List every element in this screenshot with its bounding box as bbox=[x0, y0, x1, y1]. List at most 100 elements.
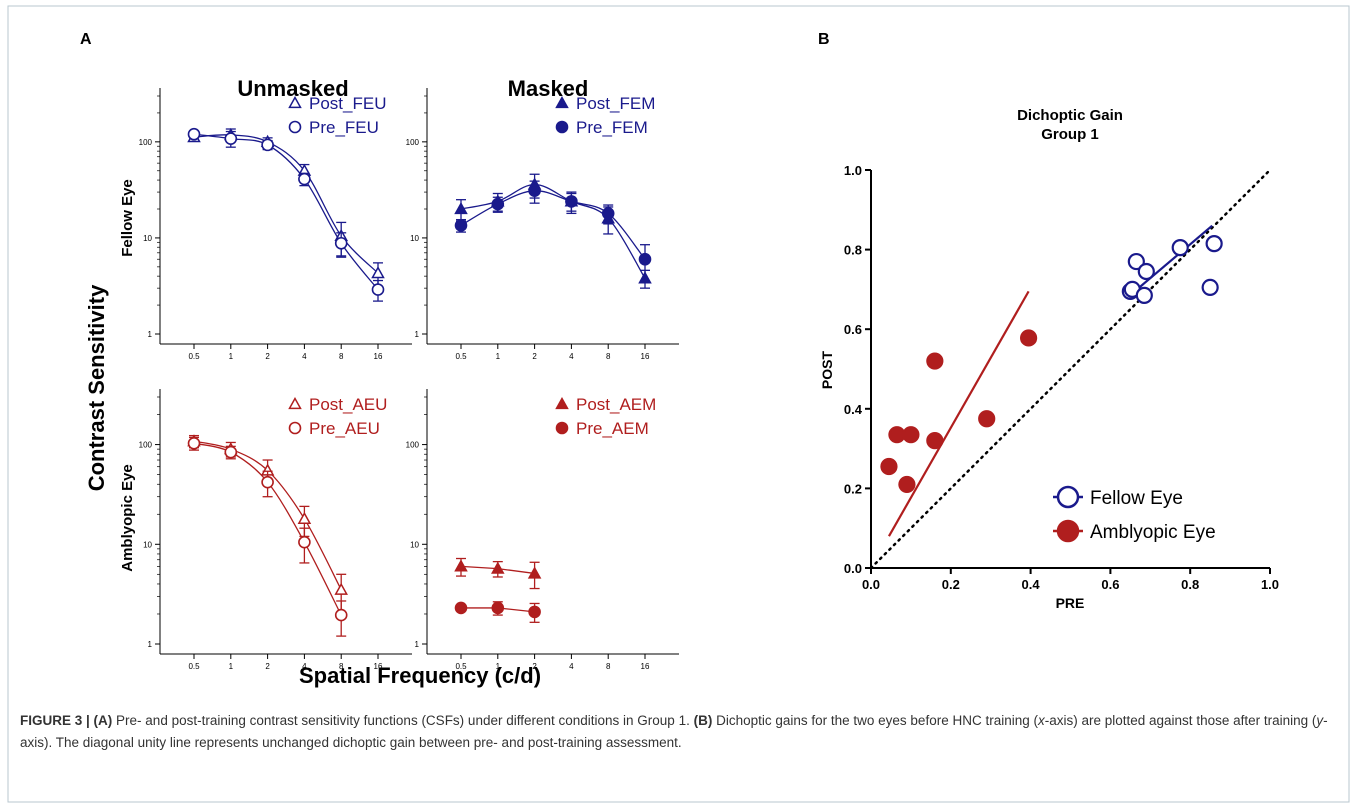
x-tick-label: 16 bbox=[374, 352, 383, 361]
data-point-Pre_AEU bbox=[261, 475, 274, 489]
scatter-point-amblyopic-eye bbox=[1020, 329, 1038, 347]
legend-marker-Post_AEM bbox=[555, 396, 569, 410]
figure-caption: FIGURE 3 | (A) Pre- and post-training co… bbox=[20, 710, 1337, 754]
legend-label-Pre_FEM: Pre_FEM bbox=[576, 118, 648, 137]
data-point-Pre_FEM bbox=[638, 252, 652, 266]
scatter-point-amblyopic-eye bbox=[902, 426, 920, 444]
scatter-title-line1: Dichoptic Gain bbox=[1017, 107, 1123, 124]
legend-label-Post_AEM: Post_AEM bbox=[576, 395, 656, 414]
legend-marker-Pre_AEU bbox=[288, 421, 302, 435]
data-point-Pre_FEM bbox=[491, 197, 505, 211]
data-point-Pre_FEU bbox=[334, 236, 348, 250]
legend-marker-Pre_FEU bbox=[288, 120, 302, 134]
data-point-Pre_FEU bbox=[298, 172, 311, 186]
x-tick-label: 1 bbox=[229, 662, 234, 671]
scatter-y-tick-label: 0.8 bbox=[844, 243, 862, 258]
scatter-point-amblyopic-eye bbox=[888, 426, 906, 444]
caption-b-label: (B) bbox=[693, 713, 713, 728]
y-tick-label: 100 bbox=[139, 441, 153, 450]
y-tick-label: 100 bbox=[406, 441, 420, 450]
x-tick-label: 4 bbox=[569, 352, 574, 361]
caption-a-label: (A) bbox=[93, 713, 113, 728]
scatter-legend-label: Fellow Eye bbox=[1090, 488, 1183, 509]
scatter-legend-label: Amblyopic Eye bbox=[1090, 522, 1216, 543]
caption-a-text: Pre- and post-training contrast sensitiv… bbox=[112, 713, 694, 728]
y-tick-label: 1 bbox=[148, 330, 153, 339]
row-label-fellow-eye: Fellow Eye bbox=[119, 179, 136, 257]
x-tick-label: 1 bbox=[229, 352, 234, 361]
x-tick-label: 8 bbox=[339, 352, 344, 361]
data-point-Pre_FEU bbox=[371, 283, 385, 296]
x-tick-label: 16 bbox=[641, 352, 650, 361]
row-label-amblyopic-eye: Amblyopic Eye bbox=[119, 464, 136, 572]
figure-border bbox=[7, 5, 1350, 803]
x-tick-label: 1 bbox=[496, 352, 501, 361]
y-tick-label: 1 bbox=[148, 640, 153, 649]
legend-label-Pre_AEM: Pre_AEM bbox=[576, 419, 649, 438]
y-tick-label: 100 bbox=[139, 138, 153, 147]
data-point-Post_AEU bbox=[297, 511, 312, 524]
csf-plot-amblyopic-masked: 1 10 100 0.5 1 2 4 8 16 Post_AEM Pre_AEM bbox=[406, 389, 679, 671]
data-point-Pre_FEM bbox=[454, 219, 468, 232]
data-point-Pre_AEM bbox=[528, 605, 541, 619]
y-axis-label-contrast-sensitivity: Contrast Sensitivity bbox=[84, 284, 109, 491]
legend-label-Pre_FEU: Pre_FEU bbox=[309, 118, 379, 137]
caption-figure-label: FIGURE 3 | bbox=[20, 713, 94, 728]
scatter-point-fellow-eye bbox=[1137, 262, 1155, 281]
fit-line-fellow-eye bbox=[1131, 224, 1213, 295]
scatter-point-amblyopic-eye bbox=[880, 457, 898, 476]
x-tick-label: 16 bbox=[641, 662, 650, 671]
data-point-Pre_FEM bbox=[528, 184, 541, 198]
data-point-Pre_FEM bbox=[601, 207, 615, 220]
scatter-point-fellow-eye bbox=[1135, 286, 1153, 304]
data-point-Pre_AEU bbox=[298, 535, 311, 549]
csf-plot-amblyopic-unmasked: 1 10 100 0.5 1 2 4 8 16 Post_AEU Pre_AEU bbox=[139, 389, 412, 671]
data-point-Pre_FEM bbox=[565, 195, 578, 208]
x-tick-label: 2 bbox=[265, 662, 270, 671]
x-axis-label-spatial-frequency: Spatial Frequency (c/d) bbox=[299, 663, 541, 688]
caption-b-y: y bbox=[1316, 713, 1324, 728]
x-tick-label: 8 bbox=[606, 352, 611, 361]
scatter-y-tick-label: 1.0 bbox=[844, 163, 862, 178]
caption-b-x: x bbox=[1037, 713, 1045, 728]
panel-a-label: A bbox=[80, 31, 92, 48]
scatter-x-tick-label: 0.0 bbox=[862, 577, 880, 592]
x-tick-label: 16 bbox=[374, 662, 383, 671]
legend-marker-Post_FEM bbox=[555, 95, 569, 109]
scatter-x-axis-label: PRE bbox=[1056, 595, 1085, 611]
x-tick-label: 2 bbox=[265, 352, 270, 361]
column-header-masked: Masked bbox=[508, 76, 589, 101]
scatter-point-amblyopic-eye bbox=[926, 432, 944, 450]
data-point-Pre_FEU bbox=[187, 127, 201, 141]
x-tick-label: 2 bbox=[532, 662, 537, 671]
data-point-Post_AEM bbox=[527, 566, 542, 579]
data-point-Post_AEM bbox=[491, 561, 505, 574]
scatter-x-tick-label: 0.8 bbox=[1181, 577, 1199, 592]
scatter-point-fellow-eye bbox=[1205, 235, 1223, 253]
legend-marker-Pre_FEM bbox=[555, 120, 569, 134]
x-tick-label: 4 bbox=[569, 662, 574, 671]
scatter-legend-marker bbox=[1056, 485, 1080, 509]
y-tick-label: 100 bbox=[406, 138, 420, 147]
scatter-point-fellow-eye bbox=[1127, 252, 1145, 271]
scatter-point-amblyopic-eye bbox=[926, 352, 944, 370]
legend-label-Pre_AEU: Pre_AEU bbox=[309, 419, 380, 438]
scatter-title-line2: Group 1 bbox=[1041, 126, 1099, 143]
scatter-legend-marker bbox=[1056, 519, 1080, 543]
data-point-Pre_AEU bbox=[187, 436, 201, 450]
scatter-y-tick-label: 0.0 bbox=[844, 561, 862, 576]
x-tick-label: 4 bbox=[302, 662, 307, 671]
data-point-Pre_AEU bbox=[334, 608, 348, 622]
legend-label-Post_FEU: Post_FEU bbox=[309, 94, 386, 113]
y-tick-label: 1 bbox=[415, 640, 420, 649]
scatter-point-fellow-eye bbox=[1201, 278, 1219, 297]
scatter-y-tick-label: 0.4 bbox=[844, 402, 863, 417]
scatter-x-tick-label: 0.6 bbox=[1101, 577, 1119, 592]
x-tick-label: 0.5 bbox=[455, 352, 467, 361]
csf-plot-fellow-unmasked: 1 10 100 0.5 1 2 4 8 16 Post_FEU Pre_FEU bbox=[139, 88, 412, 361]
scatter-point-amblyopic-eye bbox=[978, 410, 996, 428]
legend-marker-Post_AEU bbox=[288, 396, 302, 410]
scatter-y-tick-label: 0.6 bbox=[844, 322, 862, 337]
panel-b-label: B bbox=[818, 31, 830, 48]
data-point-Post_FEU bbox=[371, 266, 385, 279]
